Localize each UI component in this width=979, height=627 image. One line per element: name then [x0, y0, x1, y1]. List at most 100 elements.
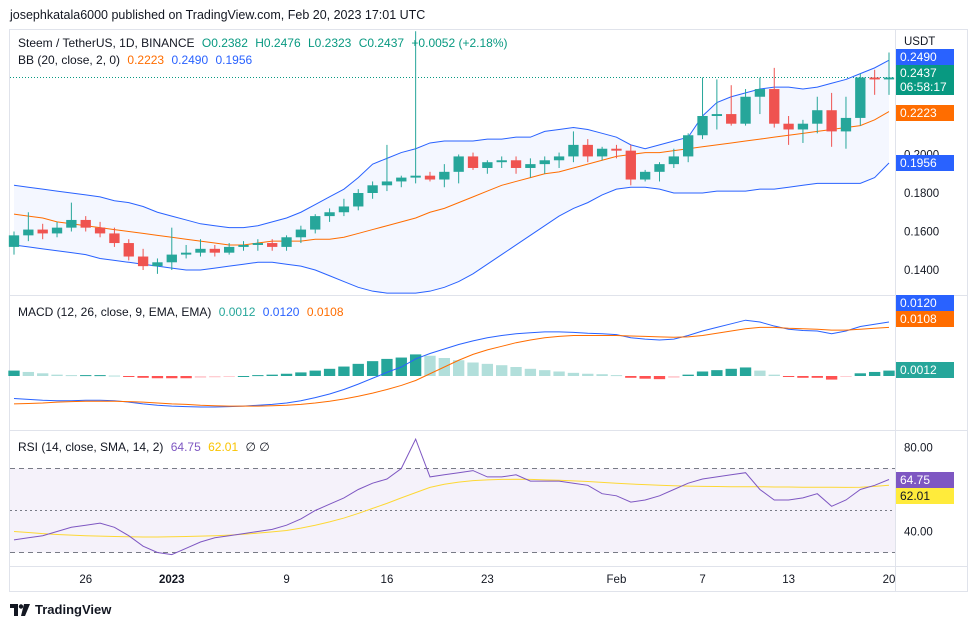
macd-histogram-bar	[883, 370, 895, 376]
rsi-label[interactable]: RSI (14, close, SMA, 14, 2)	[18, 440, 164, 454]
rsi-layer	[10, 437, 895, 556]
rsi-extra: ∅ ∅	[245, 440, 270, 454]
candle-body	[180, 252, 192, 255]
macd-histogram-bar	[80, 375, 92, 377]
macd-histogram-bar	[768, 374, 780, 376]
candle-body	[23, 229, 34, 236]
macd-histogram-bar	[108, 375, 121, 377]
macd-histogram-bar	[280, 373, 293, 376]
rsi-legend[interactable]: RSI (14, close, SMA, 14, 2) 64.75 62.01 …	[18, 440, 274, 454]
bb-legend[interactable]: BB (20, close, 2, 0) 0.2223 0.2490 0.195…	[18, 53, 256, 67]
signal-line	[13, 326, 890, 407]
macd-layer	[8, 319, 895, 408]
candle-body	[195, 248, 206, 253]
price-currency-label: USDT	[904, 36, 935, 48]
macd-histogram-bar	[510, 367, 522, 376]
macd-histogram-bar	[352, 363, 364, 376]
candle-body	[94, 227, 106, 234]
macd-histogram-bar	[496, 365, 508, 376]
bb-label[interactable]: BB (20, close, 2, 0)	[18, 53, 121, 67]
macd-histogram-bar	[639, 376, 651, 379]
candle-body	[152, 262, 163, 267]
macd-histogram-bar	[252, 375, 264, 377]
macd-signal-value: 0.0108	[306, 305, 344, 319]
candle-body	[510, 160, 522, 168]
chart-frame	[9, 29, 968, 592]
tag-bb-upper: 0.2490	[896, 49, 954, 65]
macd-histogram-bar	[840, 376, 852, 377]
macd-histogram-bar	[797, 376, 809, 378]
candle-body	[812, 110, 823, 124]
rsi-value: 64.75	[170, 440, 201, 454]
macd-histogram-bar	[94, 375, 106, 377]
candle-body	[467, 156, 479, 168]
rsi-tick-label: 40.00	[904, 527, 933, 539]
candle-body	[367, 185, 378, 193]
macd-histogram-bar	[180, 376, 192, 379]
macd-histogram-bar	[739, 367, 752, 376]
macd-legend[interactable]: MACD (12, 26, close, 9, EMA, EMA) 0.0012…	[18, 305, 348, 319]
macd-histogram-bar	[682, 374, 694, 376]
tradingview-brand: TradingView	[35, 602, 112, 617]
tag-last-price: 0.2437 06:58:17	[896, 65, 954, 95]
candle-body	[295, 229, 307, 238]
macd-histogram-bar	[22, 371, 35, 376]
macd-histogram-bar	[553, 371, 565, 376]
candle-body	[267, 243, 278, 247]
bb-fill	[14, 60, 889, 294]
macd-histogram-bar	[266, 374, 278, 376]
macd-hist-value: 0.0012	[218, 305, 256, 319]
price-tick-label: 0.1800	[904, 188, 939, 200]
candle-body	[625, 150, 636, 180]
macd-histogram-bar	[295, 372, 307, 376]
candle-body	[826, 110, 837, 132]
tradingview-footer[interactable]: TradingView	[10, 602, 111, 617]
bollinger-layer	[13, 59, 890, 294]
macd-histogram-bar	[309, 370, 321, 376]
candle-body	[525, 164, 536, 168]
macd-histogram-bar	[453, 360, 465, 376]
candle-body	[66, 219, 77, 228]
macd-histogram-bar	[725, 368, 737, 376]
candle-body	[654, 164, 665, 172]
candle-body	[410, 175, 421, 178]
macd-label[interactable]: MACD (12, 26, close, 9, EMA, EMA)	[18, 305, 212, 319]
candle-body	[453, 156, 464, 172]
ohlc-close: C0.2437	[358, 36, 405, 50]
price-tick-label: 0.1400	[904, 265, 939, 277]
time-axis-label: 20	[883, 574, 896, 586]
macd-histogram-bar	[567, 372, 580, 376]
time-axis-label: 13	[782, 574, 795, 586]
macd-histogram-bar	[409, 354, 422, 376]
bb-lower-value: 0.1956	[215, 53, 253, 67]
candle-body	[209, 248, 220, 253]
main-legend[interactable]: Steem / TetherUS, 1D, BINANCE O0.2382 H0…	[18, 36, 512, 50]
time-axis-label: 9	[283, 574, 289, 586]
candle-body	[568, 144, 579, 157]
candle-body	[424, 175, 436, 180]
candle-body	[596, 148, 608, 157]
bb-lower-line	[13, 162, 890, 294]
candle-body	[310, 216, 321, 230]
candle-body	[883, 77, 895, 80]
candle-body	[840, 117, 852, 132]
rsi-tick-label: 80.00	[904, 443, 933, 455]
ohlc-open: O0.2382	[201, 36, 248, 50]
rsi-line	[13, 437, 890, 556]
macd-histogram-bar	[754, 370, 766, 376]
macd-histogram-bar	[338, 366, 350, 376]
macd-histogram-bar	[366, 361, 379, 376]
axis-layer: USDT0.14000.16000.18000.200080.0040.0026…	[79, 36, 939, 586]
macd-histogram-bar	[424, 355, 436, 376]
macd-histogram-bar	[711, 370, 723, 376]
grid-layer	[10, 30, 968, 591]
macd-histogram-bar	[653, 376, 666, 380]
rsi-background-band	[10, 468, 895, 553]
candle-body	[8, 235, 20, 247]
macd-histogram-bar	[582, 373, 594, 376]
time-axis-label: 26	[79, 574, 92, 586]
macd-histogram-bar	[166, 376, 178, 379]
symbol-title[interactable]: Steem / TetherUS, 1D, BINANCE	[18, 36, 195, 50]
macd-histogram-bar	[467, 362, 479, 376]
